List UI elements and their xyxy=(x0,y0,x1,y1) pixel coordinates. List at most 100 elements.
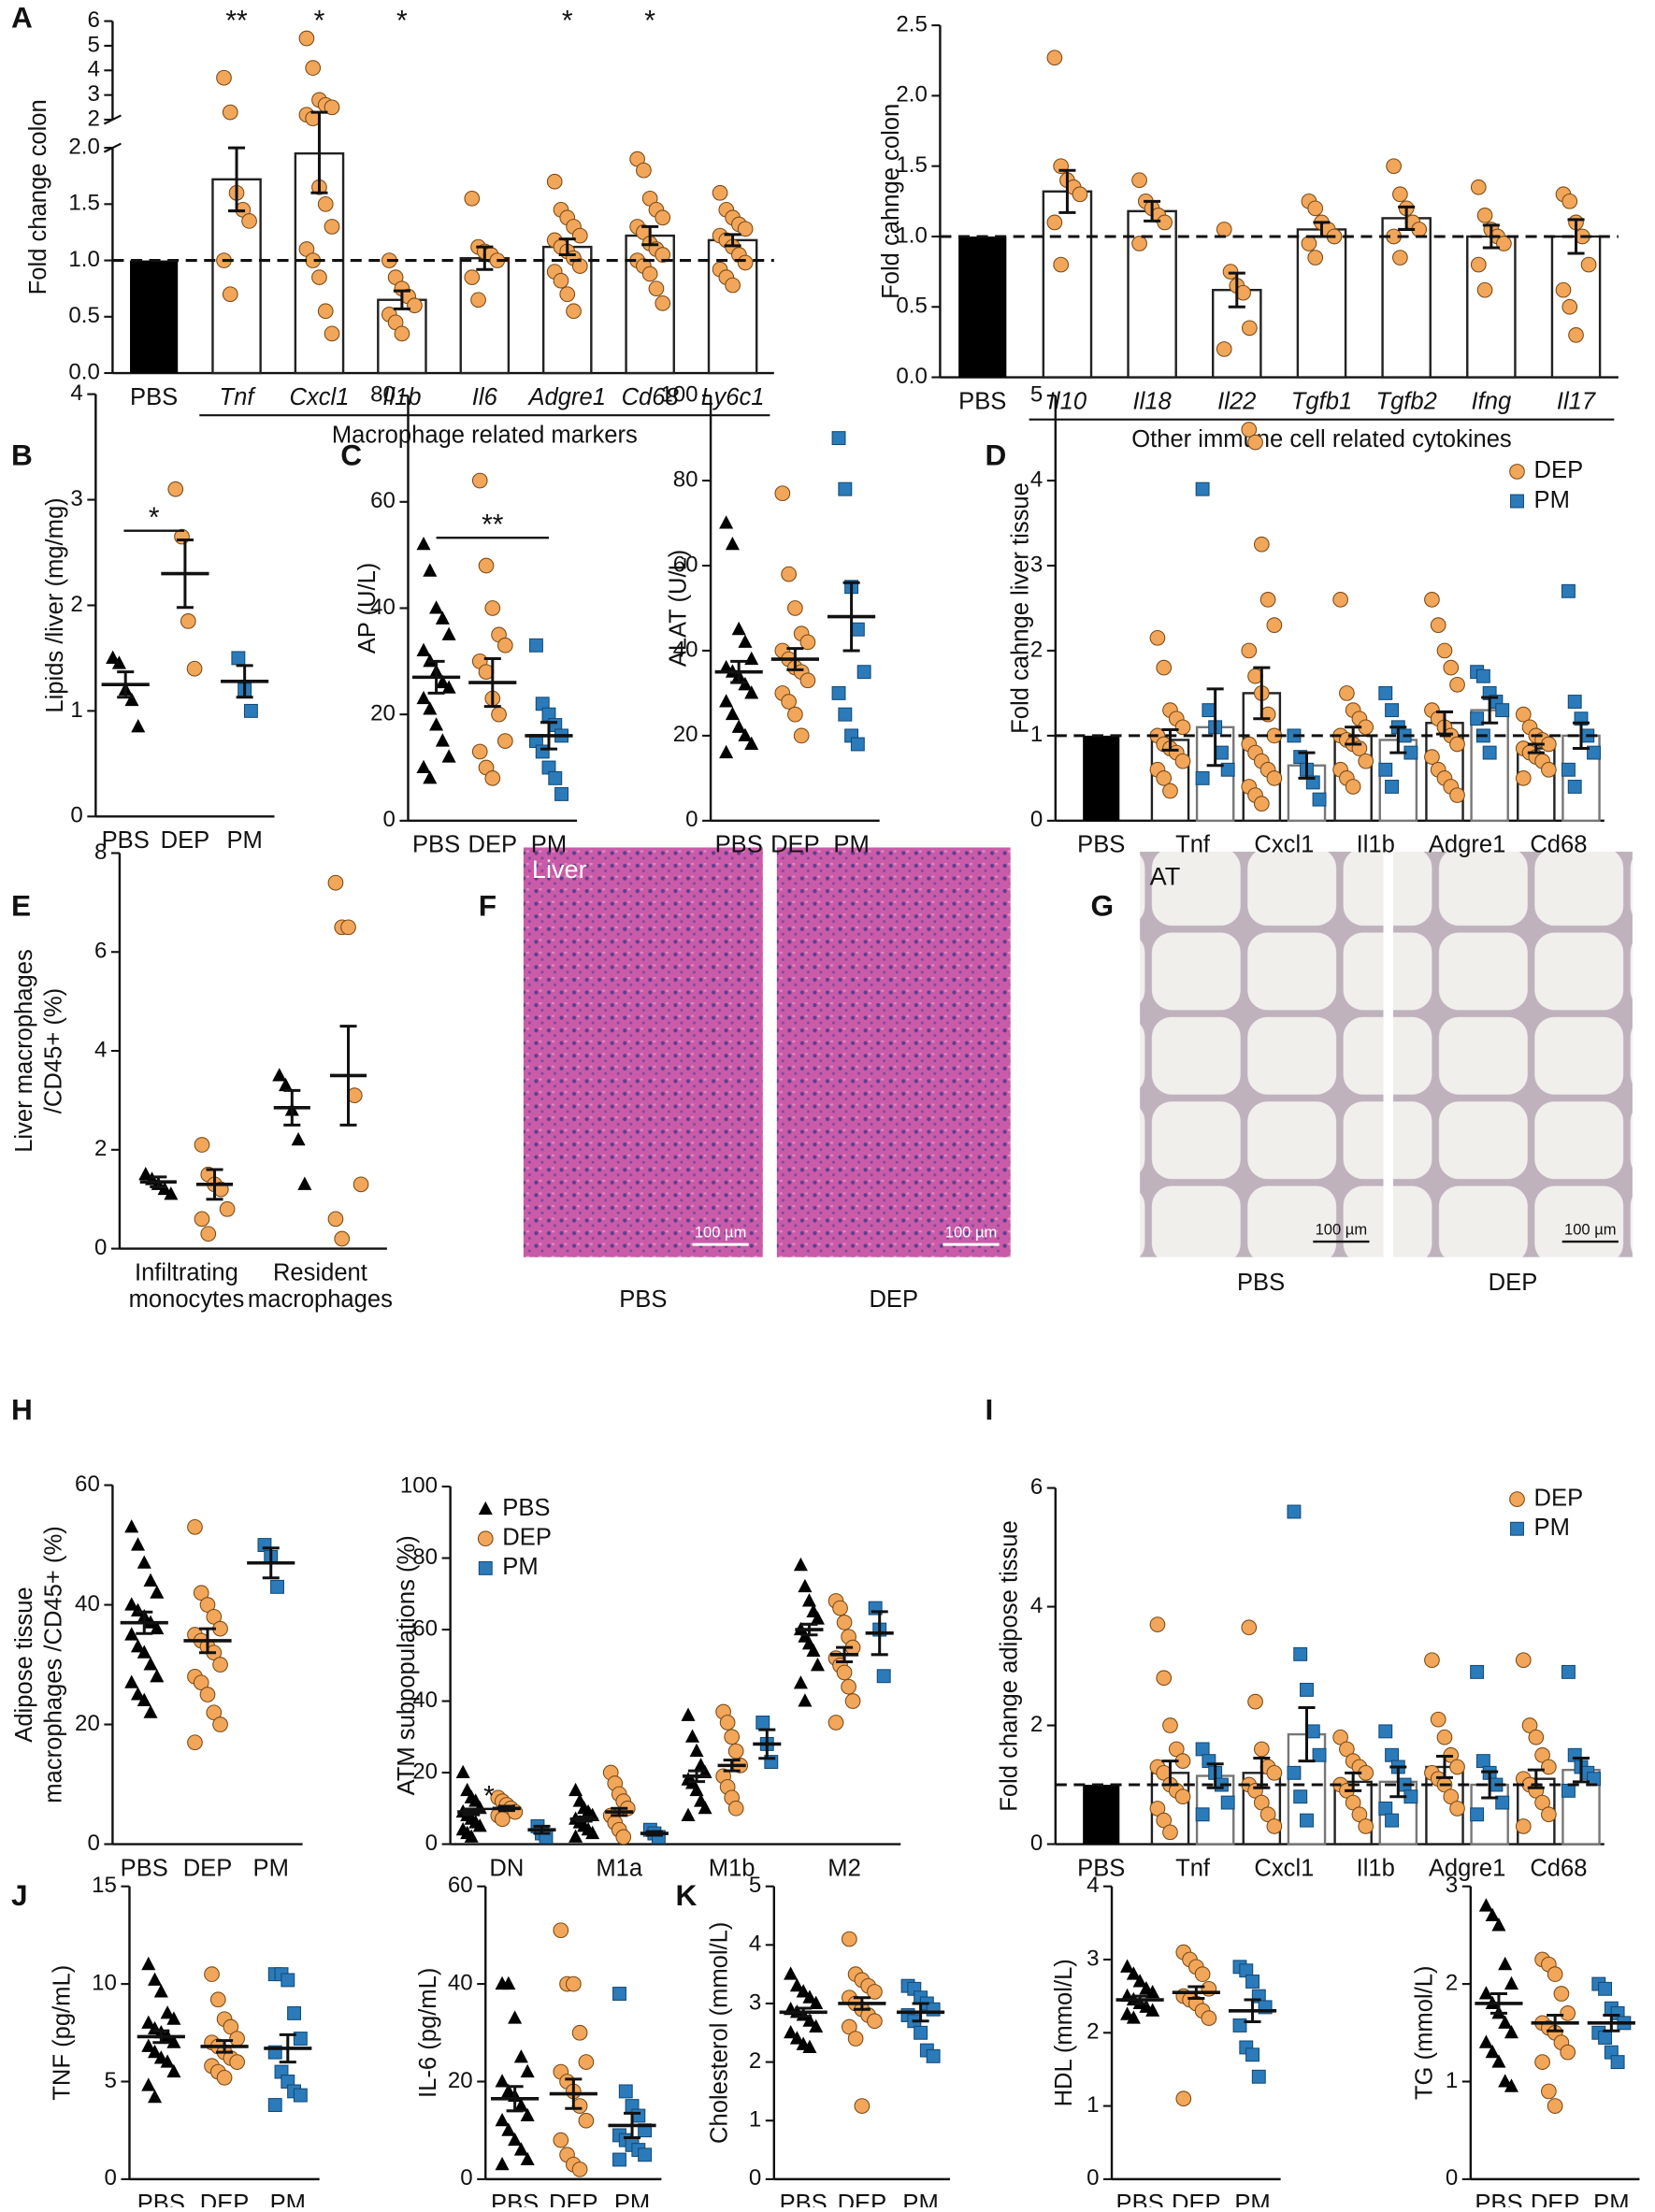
x-tick-label: Il17 xyxy=(1557,388,1597,414)
data-point xyxy=(124,1674,139,1688)
data-point xyxy=(1126,2010,1141,2024)
data-point xyxy=(793,1675,808,1689)
data-point xyxy=(111,655,126,669)
data-point xyxy=(838,707,853,722)
panel-label: A xyxy=(11,0,33,34)
data-point xyxy=(756,1716,770,1730)
y-tick-label: 0 xyxy=(1030,1831,1043,1856)
x-tick-label: Il1b xyxy=(1357,1855,1395,1881)
y-tick-label: 4 xyxy=(1030,1593,1043,1618)
data-point xyxy=(1162,1717,1178,1733)
data-point xyxy=(781,566,797,582)
y-tick-label: 6 xyxy=(1030,1474,1043,1500)
data-point xyxy=(471,743,488,760)
x-tick-label: Adgre1 xyxy=(1429,832,1505,858)
data-point xyxy=(407,297,423,314)
x-tick-label: DEP xyxy=(838,2190,887,2207)
x-tick-label: PM xyxy=(531,832,567,858)
y-axis-label: Adipose tissue xyxy=(11,1587,37,1742)
data-point xyxy=(809,1995,824,2009)
data-point xyxy=(141,2038,156,2052)
data-point xyxy=(484,770,501,786)
data-point xyxy=(194,1211,210,1228)
data-point xyxy=(1195,770,1210,785)
data-point xyxy=(229,2031,245,2047)
data-point xyxy=(1568,327,1584,343)
data-point xyxy=(1541,1806,1557,1823)
data-point xyxy=(1245,2047,1259,2062)
data-point xyxy=(1241,422,1258,438)
data-point xyxy=(1580,256,1597,273)
x-tick-label: PM xyxy=(614,2190,650,2207)
y-tick-label: 10 xyxy=(92,1970,117,1995)
y-tick-label: 2 xyxy=(1087,2019,1099,2045)
significance-label: * xyxy=(483,1781,495,1812)
data-point xyxy=(1504,2025,1519,2039)
data-point xyxy=(565,1975,582,1992)
data-point xyxy=(719,744,734,759)
x-tick-label: PBS xyxy=(1077,1855,1125,1881)
data-point xyxy=(464,1829,479,1843)
data-point xyxy=(1598,2031,1613,2045)
x-tick-label: Il1b xyxy=(1357,832,1395,858)
y-axis-label: Cholesterol (mmol/L) xyxy=(706,1922,732,2144)
data-point xyxy=(222,104,238,121)
data-point xyxy=(1300,1682,1314,1697)
data-point xyxy=(774,485,791,502)
data-point xyxy=(141,2015,156,2029)
x-tick-label: Il1b xyxy=(382,384,421,410)
data-point xyxy=(131,719,146,733)
data-point xyxy=(1195,1807,1210,1822)
data-point xyxy=(689,1743,704,1758)
data-point xyxy=(1202,1754,1216,1769)
x-tick-label: PBS xyxy=(1475,2190,1522,2207)
data-point xyxy=(508,2132,523,2147)
y-tick-label: 1 xyxy=(1030,722,1043,747)
data-point xyxy=(793,727,810,744)
data-point xyxy=(1174,719,1191,736)
data-point xyxy=(216,69,232,86)
data-point xyxy=(166,2011,181,2025)
data-point xyxy=(571,2162,588,2177)
data-point xyxy=(464,190,481,207)
data-point xyxy=(793,1557,808,1572)
data-point xyxy=(737,221,754,237)
data-point xyxy=(578,2054,595,2070)
data-point xyxy=(1214,745,1229,760)
data-point xyxy=(1496,236,1512,251)
data-point xyxy=(799,672,816,689)
data-point xyxy=(1245,1975,1259,1989)
x-tick-label: DEP xyxy=(200,2190,250,2207)
y-tick-label: 15 xyxy=(92,1873,117,1898)
data-point xyxy=(850,622,865,637)
data-point xyxy=(148,2089,163,2104)
y-tick-label: 1.5 xyxy=(896,152,927,178)
y-tick-label: 3 xyxy=(749,1989,761,2015)
data-point xyxy=(719,694,734,708)
data-point xyxy=(612,1987,626,2001)
data-point xyxy=(166,2063,181,2078)
data-point xyxy=(1476,208,1493,223)
data-point xyxy=(1475,668,1490,683)
panel-label: G xyxy=(1090,889,1114,923)
data-point xyxy=(535,744,550,759)
data-point xyxy=(1498,2015,1513,2029)
control-bar xyxy=(1083,735,1120,821)
data-point xyxy=(478,1501,493,1515)
data-point xyxy=(568,1782,583,1797)
data-point xyxy=(429,717,444,731)
data-point xyxy=(324,99,340,116)
data-point xyxy=(1470,256,1487,273)
x-tick-label: Il6 xyxy=(472,384,498,410)
y-axis-label: IL-6 (pg/mL) xyxy=(415,1968,441,2098)
y-tick-label: 4 xyxy=(94,1037,107,1062)
data-point xyxy=(423,770,438,784)
x-tick-label: PBS xyxy=(958,388,1006,414)
image-title: Liver xyxy=(532,855,587,883)
data-point xyxy=(1385,1747,1399,1762)
data-point xyxy=(141,2077,156,2091)
y-tick-label: 2 xyxy=(1030,1712,1043,1737)
data-point xyxy=(478,557,495,574)
data-point xyxy=(1301,236,1317,251)
y-axis-label: ALAT (U/L) xyxy=(666,550,692,668)
